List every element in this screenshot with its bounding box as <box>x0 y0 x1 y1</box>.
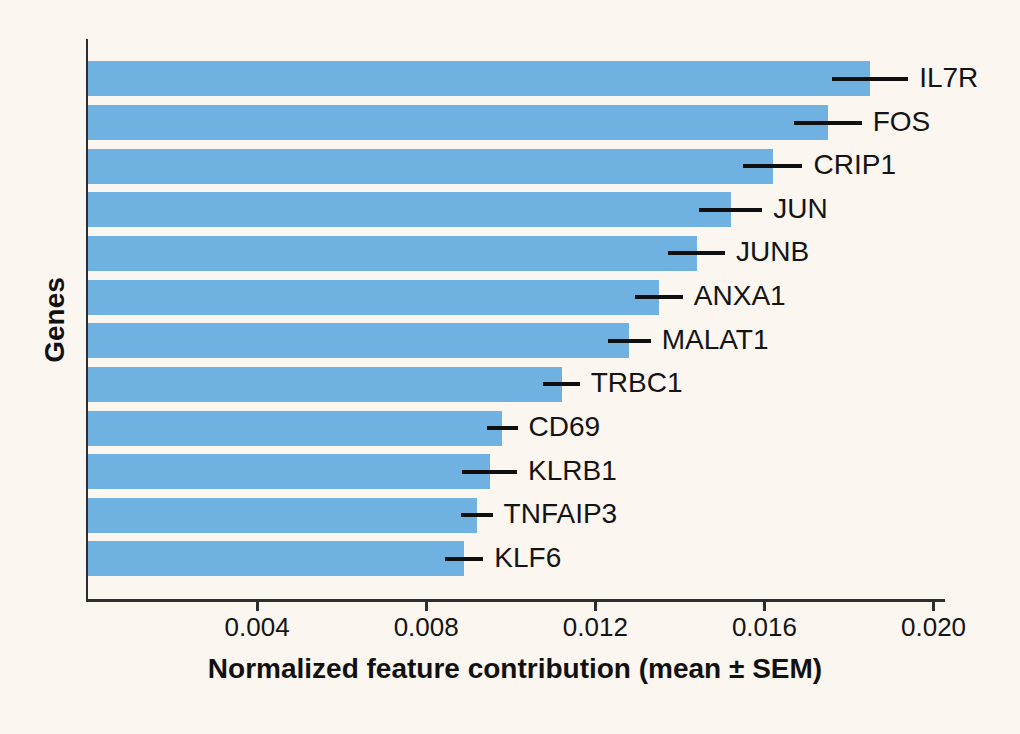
bar-label: TNFAIP3 <box>504 501 618 529</box>
bar-fos <box>88 105 828 140</box>
x-tick-label: 0.020 <box>901 614 966 640</box>
bar-label: KLF6 <box>494 544 561 572</box>
bar-label: FOS <box>873 108 931 136</box>
bar-label: ANXA1 <box>694 283 786 311</box>
bar-chart-figure: Genes IL7R FOS CRIP1 JUN JUNB ANXA1 MALAT1 TRBC… <box>0 0 1020 734</box>
errorbar-trbc1 <box>543 382 579 386</box>
x-tick-label: 0.004 <box>225 614 290 640</box>
errorbar-tnfaip3 <box>461 513 492 517</box>
bar-malat1 <box>88 323 629 358</box>
x-axis-line <box>86 599 945 602</box>
errorbar-fos <box>794 121 862 125</box>
errorbar-crip1 <box>743 164 802 168</box>
x-tick-label: 0.016 <box>732 614 797 640</box>
bar-trbc1 <box>88 367 562 402</box>
bar-cd69 <box>88 411 502 446</box>
bar-klf6 <box>88 541 464 576</box>
bar-label: CRIP1 <box>813 152 895 180</box>
y-axis-title: Genes <box>39 277 71 363</box>
errorbar-jun <box>699 208 762 212</box>
bar-label: JUN <box>773 195 827 223</box>
errorbar-anxa1 <box>635 295 683 299</box>
bar-label: CD69 <box>529 413 601 441</box>
x-tick-mark <box>932 602 935 611</box>
errorbar-junb <box>668 251 725 255</box>
x-tick-mark <box>256 602 259 611</box>
bar-crip1 <box>88 149 773 184</box>
bar-jun <box>88 192 731 227</box>
x-tick-mark <box>594 602 597 611</box>
bar-klrb1 <box>88 454 490 489</box>
bar-junb <box>88 236 697 271</box>
x-tick-mark <box>425 602 428 611</box>
x-tick-label: 0.012 <box>563 614 628 640</box>
bar-il7r <box>88 61 870 96</box>
errorbar-malat1 <box>608 339 651 343</box>
bar-label: TRBC1 <box>591 370 683 398</box>
errorbar-il7r <box>832 77 908 81</box>
bar-label: JUNB <box>736 239 809 267</box>
errorbar-klf6 <box>445 557 483 561</box>
x-tick-label: 0.008 <box>394 614 459 640</box>
x-axis-title: Normalized feature contribution (mean ± … <box>88 653 942 685</box>
bar-label: MALAT1 <box>662 326 769 354</box>
x-tick-mark <box>763 602 766 611</box>
errorbar-cd69 <box>487 426 517 430</box>
bar-label: KLRB1 <box>528 457 617 485</box>
errorbar-klrb1 <box>462 470 517 474</box>
bar-anxa1 <box>88 280 659 315</box>
bar-label: IL7R <box>919 64 978 92</box>
plot-area: IL7RFOSCRIP1JUNJUNBANXA1MALAT1TRBC1CD69K… <box>88 39 942 599</box>
bar-tnfaip3 <box>88 498 477 533</box>
